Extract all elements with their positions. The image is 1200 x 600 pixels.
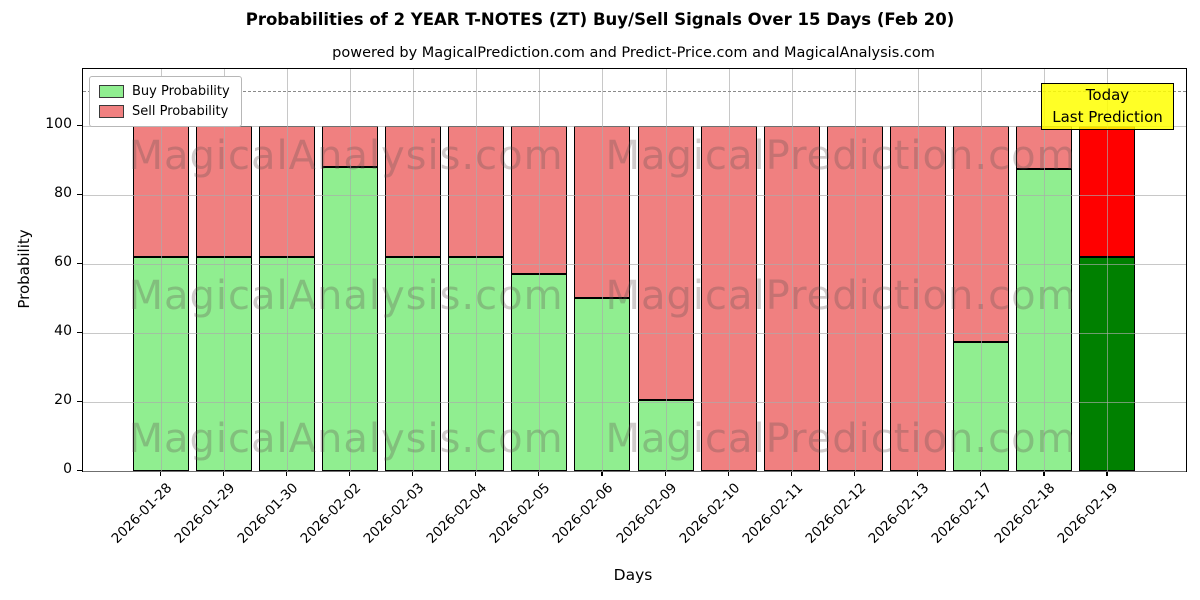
legend-label: Buy Probability [132,84,230,99]
h-gridline [83,401,1186,403]
watermark-text: MagicalPrediction.com [605,273,1077,319]
v-gridline [1044,69,1046,471]
y-tick-label: 80 [54,184,72,201]
v-gridline [349,69,351,471]
legend-label: Sell Probability [132,104,229,119]
legend-swatch [99,105,124,118]
y-tick-label: 60 [54,253,72,270]
x-tick-label: 2026-02-19 [1054,480,1122,547]
chart-title: Probabilities of 2 YEAR T-NOTES (ZT) Buy… [245,10,955,29]
x-tick [348,471,351,476]
v-gridline [728,69,730,471]
v-gridline [791,69,793,471]
x-tick-label: 2026-02-11 [739,480,807,547]
y-tick-label: 0 [63,461,72,477]
watermark-text: MagicalAnalysis.com [128,273,564,319]
h-gridline [83,263,1186,265]
x-tick [980,471,982,476]
h-gridline [83,332,1186,334]
v-gridline [223,69,225,471]
y-tick-label: 40 [54,322,72,339]
legend-swatch [99,85,124,98]
legend-item: Sell Probability [99,104,230,119]
x-tick-label: 2026-02-06 [549,480,617,547]
watermark-text: MagicalAnalysis.com [128,416,564,462]
y-tick-label: 20 [54,391,72,408]
x-tick-label: 2026-02-18 [991,480,1059,547]
x-tick [538,471,540,476]
x-tick [853,471,856,476]
y-tick [77,193,82,196]
h-gridline [83,125,1186,127]
x-tick-label: 2026-02-03 [360,480,428,547]
x-tick [412,471,414,476]
v-gridline [854,69,856,471]
x-tick [727,471,729,476]
x-tick-label: 2026-02-13 [865,480,933,547]
v-gridline [413,69,415,471]
x-tick [917,471,919,476]
y-tick [77,400,82,403]
chart-subtitle: powered by MagicalPrediction.com and Pre… [332,45,935,61]
h-gridline [83,194,1186,196]
v-gridline [476,69,478,471]
x-tick [1106,471,1108,476]
today-annotation-line2: Last Prediction [1052,107,1163,126]
watermark-text: MagicalAnalysis.com [128,133,564,179]
v-gridline [981,69,983,471]
v-gridline [286,69,288,471]
today-annotation-line1: Today [1085,85,1130,104]
y-tick [77,470,82,472]
v-gridline [665,69,667,471]
y-tick [77,262,82,265]
x-tick-label: 2026-02-09 [613,480,680,547]
y-tick [77,331,82,334]
x-tick [664,471,666,476]
x-tick-label: 2026-02-10 [676,480,743,547]
x-tick [285,471,287,476]
x-tick-label: 2026-02-17 [928,480,996,547]
x-tick [222,471,224,476]
x-tick-label: 2026-01-29 [171,480,238,547]
v-gridline [160,69,162,471]
plot-area: Buy Probability Sell Probability Today La… [82,68,1187,472]
today-annotation: Today Last Prediction [1041,83,1174,130]
legend: Buy Probability Sell Probability [89,76,242,127]
v-gridline [602,69,604,471]
watermark-text: MagicalPrediction.com [605,133,1077,179]
watermark-text: MagicalPrediction.com [605,416,1077,462]
h-gridline [83,471,1186,472]
x-tick [159,471,161,476]
v-gridline [1107,69,1109,471]
x-tick-label: 2026-02-05 [486,480,554,547]
x-tick-label: 2026-01-28 [108,480,175,547]
legend-item: Buy Probability [99,84,230,99]
x-tick-label: 2026-02-04 [423,480,491,547]
dashed-threshold-line [83,91,1186,93]
x-tick-label: 2026-02-02 [297,480,365,547]
y-tick-label: 100 [45,115,72,132]
x-tick-label: 2026-02-12 [802,480,870,547]
x-tick [475,471,477,476]
y-tick [77,124,82,127]
x-tick [601,471,603,476]
x-tick [1043,471,1045,476]
x-tick-label: 2026-01-30 [234,480,302,547]
v-gridline [539,69,541,471]
v-gridline [918,69,920,471]
x-axis-label: Days [613,566,653,584]
x-tick [790,471,792,476]
